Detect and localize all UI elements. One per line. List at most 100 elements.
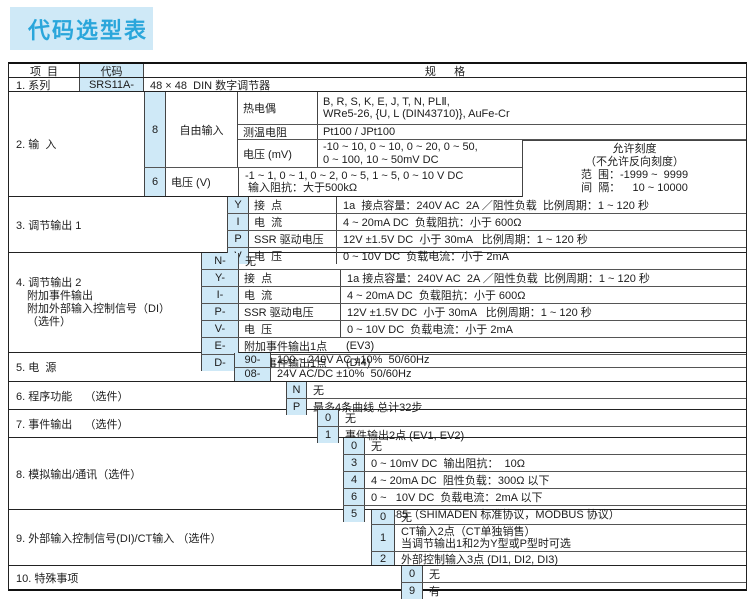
cell-code: P: [227, 231, 249, 247]
section-9-di-ct-input: 9. 外部输入控制信号(DI)/CT输入 （选件） 0 无 1 CT输入2点（C…: [9, 509, 746, 565]
cell-item: 4. 调节输出 2 附加事件输出 附加外部输入控制信号（DI） （选件）: [9, 253, 201, 352]
cell-label: 接 点: [249, 197, 337, 213]
table-row: I 电 流 4 ~ 20mA DC 负载阻抗：小于 600Ω: [227, 213, 746, 230]
table-row: 3 0 ~ 10mV DC 输出阻抗： 10Ω: [343, 454, 746, 471]
cell-label: 电 压: [239, 321, 341, 337]
table-row: 90- 100 ~ 240V AC ±10% 50/60Hz: [234, 353, 746, 367]
page-header: 代码选型表: [0, 0, 751, 62]
section-6-program-function: 6. 程序功能 （选件） N 无 P 最多4条曲线 总计32步: [9, 381, 746, 415]
scale-range: 范 围：-1999 ~ 9999: [580, 169, 689, 181]
cell-code: 2: [371, 552, 395, 565]
cell-code: I-: [201, 287, 239, 303]
cell-code: 4: [343, 472, 365, 488]
cell-spec: Pt100 / JPt100: [323, 126, 396, 138]
cell-code: Y-: [201, 270, 239, 286]
table-header-row: 项 目 代码 规 格: [9, 64, 746, 78]
table-row: 5 RS-485（SHIMADEN 标准协议，MODBUS 协议）: [343, 505, 746, 522]
section-7-event-output: 7. 事件输出 （选件） 0 无 1 事件输出2点 (EV1, EV2): [9, 409, 746, 443]
cell-code: 1: [371, 525, 395, 551]
table-row: 2 外部控制输入3点 (DI1, DI2, DI3): [371, 551, 746, 565]
voltage-range-line-1: -1 ~ 1, 0 ~ 1, 0 ~ 2, 0 ~ 5, 1 ~ 5, 0 ~ …: [245, 169, 464, 182]
table-row: 4 4 ~ 20mA DC 阻性负载：300Ω 以下: [343, 471, 746, 488]
cell-spec: 4 ~ 20mA DC 负载阻抗：小于 600Ω: [343, 217, 522, 229]
cell-spec: RS-485（SHIMADEN 标准协议，MODBUS 协议）: [371, 509, 620, 521]
scale-title: 允许刻度: [612, 143, 657, 155]
table-row: V- 电 压 0 ~ 10V DC 负载电流：小于 2mA: [201, 320, 746, 337]
table-row: 0 无: [371, 510, 746, 524]
table-row: Y- 接 点 1a 接点容量：240V AC 2A ／阻性负载 比例周期：1 ~…: [201, 269, 746, 286]
cell-code: 9: [401, 583, 423, 599]
cell-code: I: [227, 214, 249, 230]
code-selection-table: 项 目 代码 规 格 1. 系列 SRS11A- 48 × 48 DIN 数字调…: [8, 62, 747, 599]
table-row: Y 接 点 1a 接点容量：240V AC 2A ／阻性负载 比例周期：1 ~ …: [227, 197, 746, 213]
cell-label: 热电偶: [238, 92, 318, 124]
cell-label: 自由输入: [179, 124, 224, 137]
cell-code: 0: [371, 510, 395, 524]
cell-spec: 100 ~ 240V AC ±10% 50/60Hz: [277, 353, 430, 366]
cell-code: 5: [343, 506, 365, 522]
cell-item: 7. 事件输出 （选件）: [16, 418, 129, 431]
cell-label: 电压 (mV): [238, 140, 318, 167]
voltage-range-line-2: 输入阻抗：大于500kΩ: [245, 182, 358, 194]
cell-spec: 无: [401, 512, 412, 524]
item-line-3: 附加外部输入控制信号（DI）: [27, 302, 170, 315]
cell-spec: 1a 接点容量：240V AC 2A ／阻性负载 比例周期：1 ~ 120 秒: [343, 200, 649, 212]
cell-spec: 0 ~ 10V DC 负载电流：2mA 以下: [371, 492, 543, 504]
cell-code: 6: [144, 168, 166, 196]
section-4-control-output-2: 4. 调节输出 2 附加事件输出 附加外部输入控制信号（DI） （选件） N- …: [9, 252, 746, 371]
cell-code: 1: [317, 427, 339, 443]
cell-code: 6: [343, 489, 365, 505]
table-row: 0 无: [317, 410, 746, 426]
title-highlight-block: [10, 7, 153, 50]
table-row: 0 无: [343, 438, 746, 454]
section-10-special-items: 10. 特殊事项 0 无 9 有: [9, 565, 746, 599]
cell-spec: (EV3): [346, 340, 375, 352]
cell-spec: 0 ~ 10V DC 负载电流：小于 2mA: [343, 251, 509, 263]
cell-label: SSR 驱动电压: [249, 231, 337, 247]
thermocouple-line-2: WRe5-26, {U, L (DIN43710)}, AuFe-Cr: [323, 108, 510, 120]
section-5-power: 5. 电 源 90- 100 ~ 240V AC ±10% 50/60Hz 08…: [9, 352, 746, 381]
header-item: 项 目: [29, 65, 59, 78]
cell-code: 0: [317, 410, 339, 426]
cell-item: 6. 程序功能 （选件）: [16, 390, 129, 403]
item-line-2: 附加事件输出: [27, 289, 93, 302]
cell-label: SSR 驱动电压: [239, 304, 341, 320]
cell-code: 3: [343, 455, 365, 471]
cell-spec: 外部控制输入3点 (DI1, DI2, DI3): [401, 553, 559, 566]
cell-code: 8: [144, 92, 166, 167]
table-row: P SSR 驱动电压 12V ±1.5V DC 小于 30mA 比例周期：1 ~…: [227, 230, 746, 247]
table-row: 热电偶 B, R, S, K, E, J, T, N, PLⅡ, WRe5-26…: [238, 92, 746, 124]
cell-item: 1. 系列: [16, 79, 51, 92]
section-1-series: 1. 系列 SRS11A- 48 × 48 DIN 数字调节器: [9, 77, 746, 92]
cell-code: N-: [201, 253, 239, 269]
cell-spec: 有: [429, 586, 440, 598]
cell-item: 8. 模拟输出/通讯（选件）: [16, 468, 142, 481]
table-row: 6 电压 (V) -1 ~ 1, 0 ~ 1, 0 ~ 2, 0 ~ 5, 1 …: [144, 167, 746, 196]
section-8-analog-output-communication: 8. 模拟输出/通讯（选件） 0 无 3 0 ~ 10mV DC 输出阻抗： 1…: [9, 437, 746, 522]
ct-input-line-2: 当调节输出1和2为Y型或P型时可选: [401, 538, 571, 550]
mv-range-line-2: 0 ~ 100, 10 ~ 50mV DC: [323, 153, 439, 166]
table-row: N- 无: [201, 253, 746, 269]
cell-spec: 1a 接点容量：240V AC 2A ／阻性负载 比例周期：1 ~ 120 秒: [347, 273, 650, 285]
cell-code: SRS11A-: [79, 78, 144, 91]
table-row: 9 有: [401, 582, 746, 599]
table-row: P- SSR 驱动电压 12V ±1.5V DC 小于 30mA 比例周期：1 …: [201, 303, 746, 320]
header-spec: 规 格: [424, 65, 466, 78]
cell-spec: 无: [245, 256, 256, 268]
mv-range-line-1: -10 ~ 10, 0 ~ 10, 0 ~ 20, 0 ~ 50,: [323, 141, 478, 153]
cell-item: 3. 调节输出 1: [16, 219, 82, 232]
cell-item: 2. 输 入: [16, 139, 57, 151]
cell-code: 90-: [234, 353, 271, 367]
cell-spec: 24V AC/DC ±10% 50/60Hz: [277, 368, 412, 381]
cell-spec: 无: [371, 441, 382, 453]
cell-spec: 48 × 48 DIN 数字调节器: [150, 79, 271, 92]
cell-spec: 4 ~ 20mA DC 负载阻抗：小于 600Ω: [347, 290, 526, 302]
table-row: 电压 (mV) -10 ~ 10, 0 ~ 10, 0 ~ 20, 0 ~ 50…: [238, 139, 746, 167]
cell-item: 5. 电 源: [16, 362, 57, 374]
header-code: 代码: [79, 64, 144, 78]
table-row: 8 自由输入 热电偶 B, R, S, K, E, J, T, N, PLⅡ, …: [144, 92, 746, 167]
cell-spec: 无: [429, 569, 440, 581]
item-line-4: （选件）: [27, 315, 71, 328]
cell-item: 10. 特殊事项: [16, 572, 79, 585]
section-3-control-output-1: 3. 调节输出 1 Y 接 点 1a 接点容量：240V AC 2A ／阻性负载…: [9, 196, 746, 264]
